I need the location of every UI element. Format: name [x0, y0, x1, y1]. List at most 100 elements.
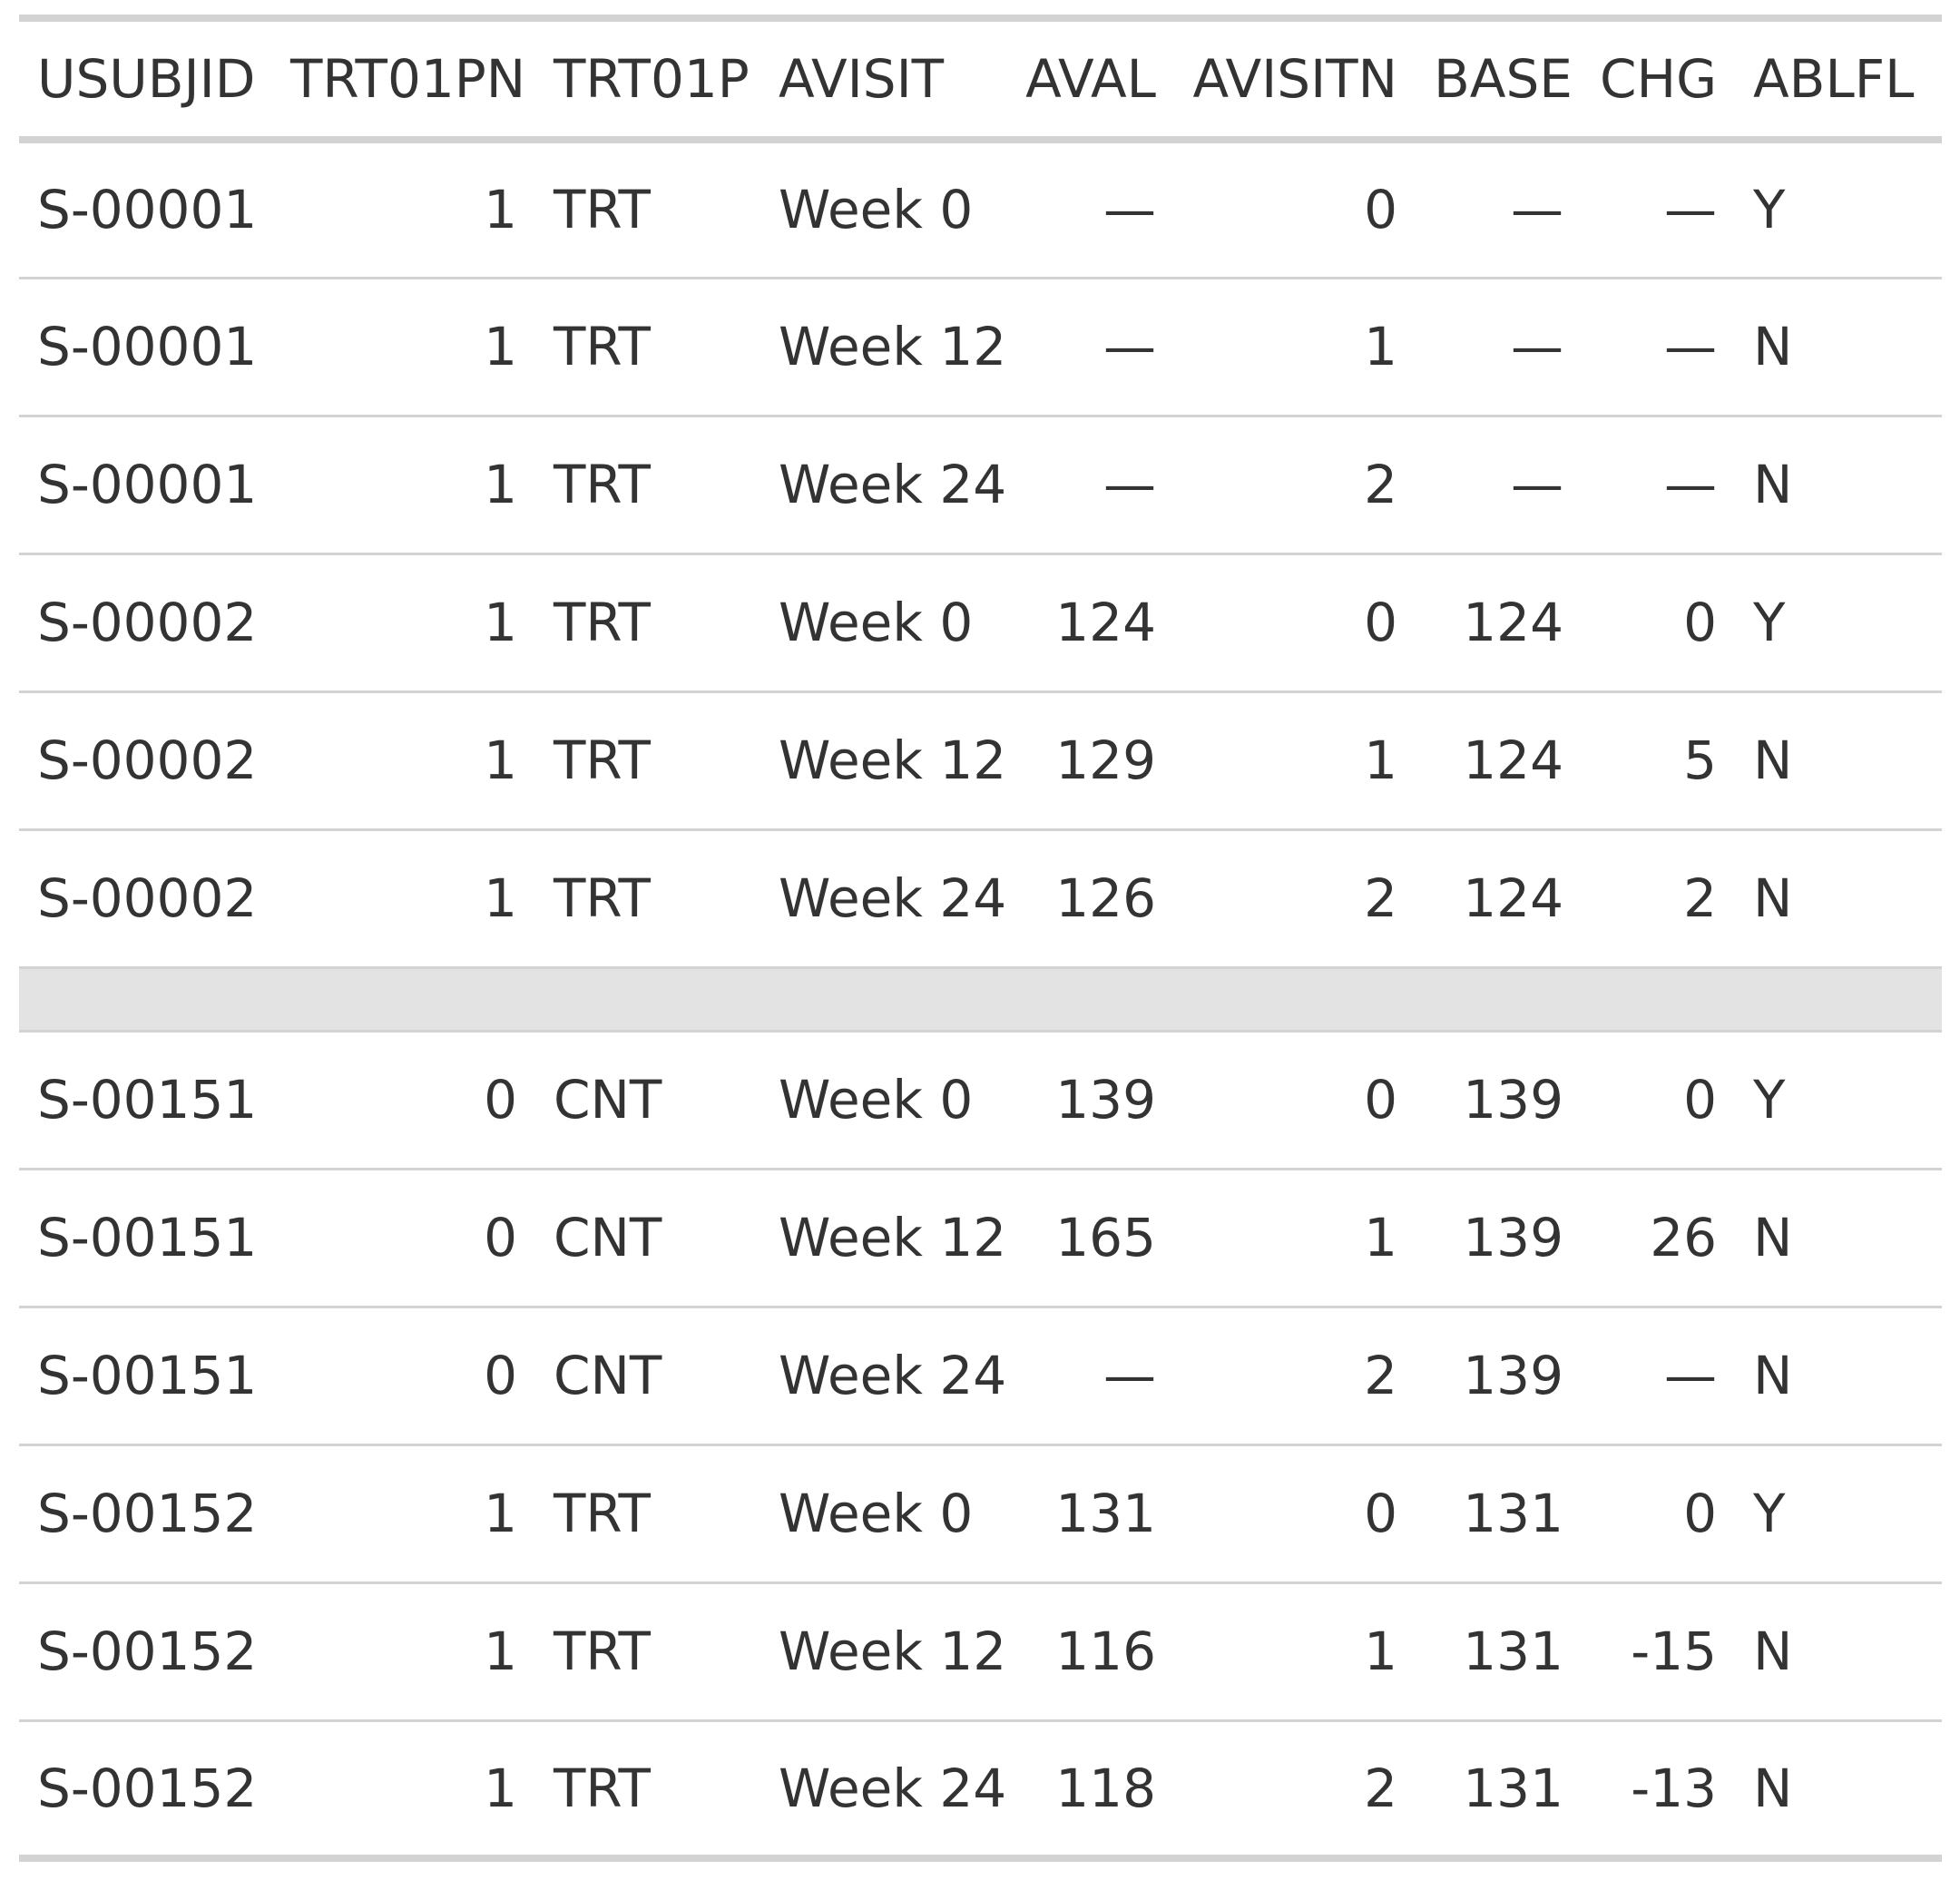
cell-avisitn: 2 — [1364, 1757, 1397, 1819]
table-row[interactable]: S-00151 0 CNT Week 0 139 0 139 0 Y — [19, 1031, 1942, 1169]
column-header-chg[interactable]: CHG — [1600, 48, 1718, 110]
table-row[interactable]: S-00152 1 TRT Week 12 116 1 131 -15 N — [19, 1582, 1942, 1720]
table-row[interactable]: S-00001 1 TRT Week 12 — 1 — — N — [19, 278, 1942, 416]
table-row[interactable]: S-00001 1 TRT Week 0 — 0 — — Y — [19, 140, 1942, 278]
table-row[interactable]: S-00002 1 TRT Week 24 126 2 124 2 N — [19, 829, 1942, 967]
cell-usubjid: S-00152 — [37, 1621, 258, 1682]
table-row[interactable]: S-00002 1 TRT Week 0 124 0 124 0 Y — [19, 553, 1942, 691]
column-header-trt01p[interactable]: TRT01P — [554, 48, 750, 110]
cell-trt01pn: 0 — [484, 1345, 517, 1406]
cell-trt01pn: 1 — [484, 1757, 517, 1819]
cell-usubjid: S-00151 — [37, 1345, 258, 1406]
data-table: USUBJID TRT01PN TRT01P AVISIT AVAL AVISI… — [19, 15, 1942, 1862]
cell-trt01pn: 1 — [484, 454, 517, 515]
group-separator-cell — [19, 967, 1942, 1031]
cell-ablfl: N — [1753, 454, 1793, 515]
cell-chg: 0 — [1683, 1483, 1717, 1544]
table-row[interactable]: S-00151 0 CNT Week 24 — 2 139 — N — [19, 1307, 1942, 1444]
cell-chg: 5 — [1683, 729, 1717, 791]
cell-aval: — — [1103, 179, 1156, 241]
cell-avisit: Week 24 — [779, 454, 1007, 515]
cell-usubjid: S-00001 — [37, 454, 258, 515]
cell-ablfl: N — [1753, 1207, 1793, 1268]
cell-trt01pn: 1 — [484, 1621, 517, 1682]
table-row[interactable]: S-00151 0 CNT Week 12 165 1 139 26 N — [19, 1169, 1942, 1307]
cell-usubjid: S-00002 — [37, 729, 258, 791]
table-row[interactable]: S-00152 1 TRT Week 24 118 2 131 -13 N — [19, 1720, 1942, 1858]
group-separator-row — [19, 967, 1942, 1031]
cell-avisit: Week 12 — [779, 729, 1007, 791]
cell-ablfl: N — [1753, 1345, 1793, 1406]
cell-avisit: Week 12 — [779, 1207, 1007, 1268]
cell-chg: 2 — [1683, 867, 1717, 929]
cell-usubjid: S-00001 — [37, 179, 258, 241]
column-header-base[interactable]: BASE — [1434, 48, 1573, 110]
cell-avisitn: 2 — [1364, 454, 1397, 515]
cell-aval: 129 — [1055, 729, 1156, 791]
column-header-aval[interactable]: AVAL — [1025, 48, 1156, 110]
cell-avisit: Week 24 — [779, 867, 1007, 929]
table-row[interactable]: S-00001 1 TRT Week 24 — 2 — — N — [19, 416, 1942, 553]
cell-aval: 139 — [1055, 1069, 1156, 1131]
cell-avisitn: 0 — [1364, 179, 1397, 241]
cell-aval: 116 — [1055, 1621, 1156, 1682]
cell-avisitn: 0 — [1364, 1069, 1397, 1131]
cell-trt01p: TRT — [554, 454, 651, 515]
cell-avisit: Week 12 — [779, 1621, 1007, 1682]
cell-aval: — — [1103, 316, 1156, 377]
cell-ablfl: N — [1753, 1757, 1793, 1819]
cell-aval: 118 — [1055, 1757, 1156, 1819]
cell-usubjid: S-00152 — [37, 1757, 258, 1819]
cell-avisitn: 2 — [1364, 867, 1397, 929]
cell-usubjid: S-00152 — [37, 1483, 258, 1544]
cell-base: 131 — [1463, 1621, 1563, 1682]
cell-ablfl: Y — [1753, 179, 1786, 241]
cell-avisitn: 0 — [1364, 592, 1397, 653]
cell-ablfl: Y — [1753, 1069, 1786, 1131]
data-table-container: USUBJID TRT01PN TRT01P AVISIT AVAL AVISI… — [19, 15, 1942, 1862]
cell-avisitn: 1 — [1364, 1207, 1397, 1268]
cell-trt01p: CNT — [554, 1345, 662, 1406]
cell-ablfl: N — [1753, 867, 1793, 929]
cell-base: — — [1511, 454, 1563, 515]
cell-base: 139 — [1463, 1207, 1563, 1268]
table-row[interactable]: S-00152 1 TRT Week 0 131 0 131 0 Y — [19, 1444, 1942, 1582]
cell-trt01pn: 0 — [484, 1069, 517, 1131]
cell-ablfl: Y — [1753, 592, 1786, 653]
cell-aval: 126 — [1055, 867, 1156, 929]
cell-usubjid: S-00002 — [37, 592, 258, 653]
cell-trt01p: TRT — [554, 1757, 651, 1819]
cell-trt01pn: 1 — [484, 867, 517, 929]
cell-avisit: Week 24 — [779, 1345, 1007, 1406]
cell-aval: 131 — [1055, 1483, 1156, 1544]
cell-base: 124 — [1463, 867, 1563, 929]
cell-base: 131 — [1463, 1483, 1563, 1544]
column-header-avisitn[interactable]: AVISITN — [1192, 48, 1398, 110]
column-header-usubjid[interactable]: USUBJID — [37, 48, 256, 110]
cell-avisit: Week 24 — [779, 1757, 1007, 1819]
cell-base: 139 — [1463, 1069, 1563, 1131]
cell-base: 139 — [1463, 1345, 1563, 1406]
cell-chg: 26 — [1650, 1207, 1717, 1268]
cell-avisit: Week 0 — [779, 592, 974, 653]
cell-base: 124 — [1463, 592, 1563, 653]
cell-trt01p: TRT — [554, 729, 651, 791]
cell-chg: — — [1664, 1345, 1717, 1406]
cell-avisitn: 1 — [1364, 316, 1397, 377]
cell-trt01pn: 1 — [484, 592, 517, 653]
cell-trt01p: TRT — [554, 592, 651, 653]
cell-usubjid: S-00151 — [37, 1069, 258, 1131]
cell-avisit: Week 0 — [779, 179, 974, 241]
cell-chg: — — [1664, 316, 1717, 377]
column-header-ablfl[interactable]: ABLFL — [1753, 48, 1915, 110]
cell-trt01p: TRT — [554, 316, 651, 377]
cell-chg: -13 — [1631, 1757, 1717, 1819]
cell-trt01p: TRT — [554, 867, 651, 929]
column-header-trt01pn[interactable]: TRT01PN — [290, 48, 526, 110]
table-row[interactable]: S-00002 1 TRT Week 12 129 1 124 5 N — [19, 691, 1942, 829]
cell-trt01pn: 1 — [484, 179, 517, 241]
column-header-avisit[interactable]: AVISIT — [779, 48, 945, 110]
cell-avisitn: 0 — [1364, 1483, 1397, 1544]
cell-chg: — — [1664, 179, 1717, 241]
cell-chg: 0 — [1683, 1069, 1717, 1131]
